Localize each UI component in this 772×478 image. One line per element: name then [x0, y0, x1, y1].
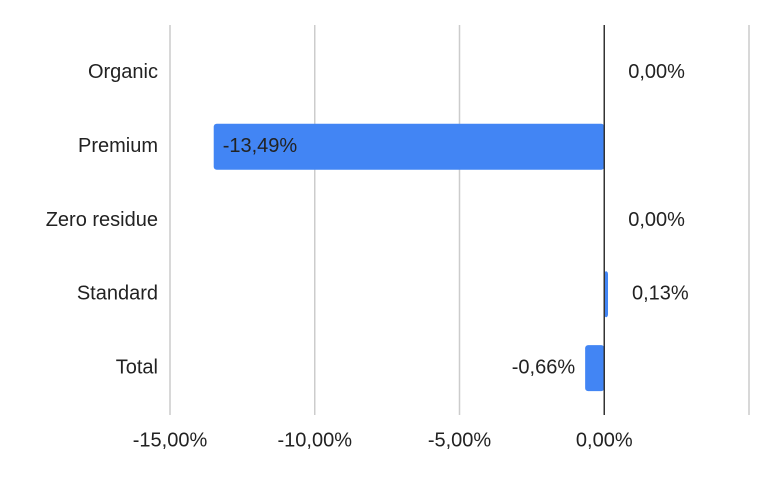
y-tick-label: Total [116, 356, 158, 378]
y-tick-label: Zero residue [46, 209, 158, 231]
x-tick-label: -5,00% [428, 429, 492, 451]
value-label: -0,66% [512, 356, 576, 378]
x-tick-label: 0,00% [576, 429, 633, 451]
bar [213, 123, 605, 170]
y-tick-label: Premium [78, 135, 158, 157]
x-tick-label: -15,00% [133, 429, 208, 451]
bar [604, 271, 609, 318]
x-tick-label: -10,00% [278, 429, 353, 451]
bar [585, 345, 605, 392]
value-label: 0,00% [628, 61, 685, 83]
y-tick-label: Organic [88, 61, 158, 83]
y-tick-label: Standard [77, 283, 158, 305]
value-label: -13,49% [223, 135, 298, 157]
value-label: 0,13% [632, 283, 689, 305]
value-label: 0,00% [628, 209, 685, 231]
